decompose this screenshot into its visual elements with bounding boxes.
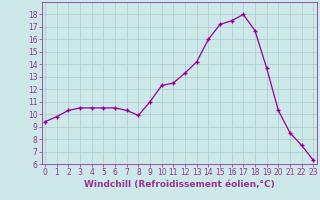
X-axis label: Windchill (Refroidissement éolien,°C): Windchill (Refroidissement éolien,°C)	[84, 180, 275, 189]
